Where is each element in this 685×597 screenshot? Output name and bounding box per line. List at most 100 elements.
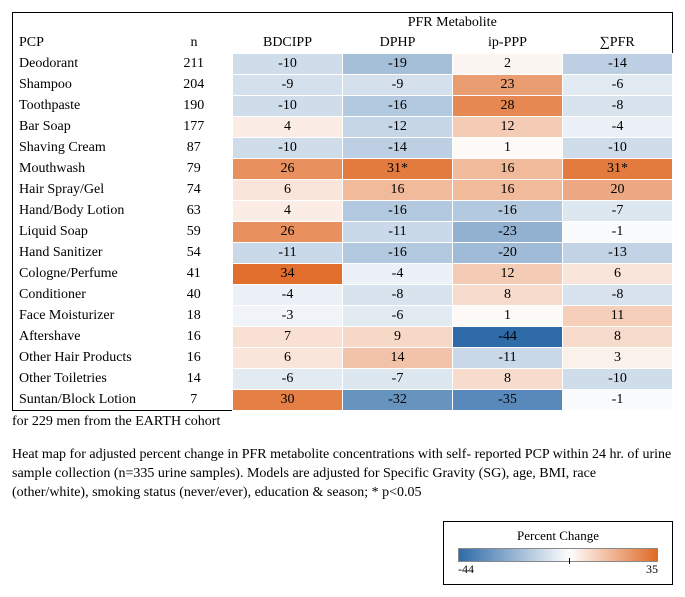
heatmap-cell: 31* xyxy=(563,159,673,180)
heatmap-cell: 8 xyxy=(453,285,563,306)
table-row: Shampoo204-9-923-6 xyxy=(13,75,673,96)
row-label: Other Toiletries xyxy=(13,369,156,390)
heatmap-cell: 26 xyxy=(233,222,343,243)
legend-gradient xyxy=(458,548,658,562)
heatmap-cell: -7 xyxy=(343,369,453,390)
table-row: Toothpaste190-10-1628-8 xyxy=(13,96,673,117)
heatmap-cell: -3 xyxy=(233,306,343,327)
heatmap-cell: 9 xyxy=(343,327,453,348)
heatmap-cell: 28 xyxy=(453,96,563,117)
heatmap-table: PFR Metabolite PCP n BDCIPP DPHP ip-PPP … xyxy=(12,12,673,411)
heatmap-cell: -8 xyxy=(563,285,673,306)
heatmap-cell: -20 xyxy=(453,243,563,264)
row-label: Shaving Cream xyxy=(13,138,156,159)
row-n: 16 xyxy=(156,348,233,369)
legend-title: Percent Change xyxy=(458,528,658,544)
heatmap-cell: -44 xyxy=(453,327,563,348)
heatmap-cell: -16 xyxy=(343,96,453,117)
row-label: Hand Sanitizer xyxy=(13,243,156,264)
row-label: Mouthwash xyxy=(13,159,156,180)
heatmap-cell: -10 xyxy=(563,138,673,159)
heatmap-cell: -9 xyxy=(343,75,453,96)
table-row: Mouthwash792631*1631* xyxy=(13,159,673,180)
heatmap-cell: 31* xyxy=(343,159,453,180)
row-n: 14 xyxy=(156,369,233,390)
row-label: Conditioner xyxy=(13,285,156,306)
table-row: Deodorant211-10-192-14 xyxy=(13,54,673,75)
heatmap-cell: 34 xyxy=(233,264,343,285)
heatmap-cell: -8 xyxy=(563,96,673,117)
heatmap-cell: -14 xyxy=(343,138,453,159)
heatmap-cell: 12 xyxy=(453,264,563,285)
heatmap-cell: -6 xyxy=(233,369,343,390)
heatmap-cell: 30 xyxy=(233,390,343,411)
heatmap-cell: 16 xyxy=(453,180,563,201)
row-n: 211 xyxy=(156,54,233,75)
table-row: Face Moisturizer18-3-6111 xyxy=(13,306,673,327)
heatmap-cell: 16 xyxy=(453,159,563,180)
row-label: Other Hair Products xyxy=(13,348,156,369)
heatmap-cell: -6 xyxy=(343,306,453,327)
row-label: Liquid Soap xyxy=(13,222,156,243)
heatmap-cell: -12 xyxy=(343,117,453,138)
heatmap-cell: -9 xyxy=(233,75,343,96)
row-n: 41 xyxy=(156,264,233,285)
heatmap-cell: -16 xyxy=(343,201,453,222)
heatmap-cell: -11 xyxy=(233,243,343,264)
table-row: Hand Sanitizer54-11-16-20-13 xyxy=(13,243,673,264)
row-label: Aftershave xyxy=(13,327,156,348)
heatmap-cell: 8 xyxy=(453,369,563,390)
heatmap-cell: -10 xyxy=(233,54,343,75)
row-n: 190 xyxy=(156,96,233,117)
heatmap-cell: 6 xyxy=(233,180,343,201)
heatmap-cell: -32 xyxy=(343,390,453,411)
row-n: 40 xyxy=(156,285,233,306)
heatmap-cell: 6 xyxy=(233,348,343,369)
header-met-3: ∑PFR xyxy=(563,33,673,54)
heatmap-cell: -35 xyxy=(453,390,563,411)
heatmap-cell: 8 xyxy=(563,327,673,348)
heatmap-cell: -19 xyxy=(343,54,453,75)
row-label: Suntan/Block Lotion xyxy=(13,390,156,411)
heatmap-cell: -8 xyxy=(343,285,453,306)
color-legend: Percent Change -44 35 xyxy=(443,521,673,585)
heatmap-cell: -16 xyxy=(343,243,453,264)
header-pcp: PCP xyxy=(13,33,156,54)
heatmap-cell: 1 xyxy=(453,306,563,327)
row-n: 18 xyxy=(156,306,233,327)
heatmap-cell: 23 xyxy=(453,75,563,96)
heatmap-cell: -6 xyxy=(563,75,673,96)
heatmap-cell: 16 xyxy=(343,180,453,201)
legend-max: 35 xyxy=(646,562,658,577)
heatmap-cell: 3 xyxy=(563,348,673,369)
table-row: Liquid Soap5926-11-23-1 xyxy=(13,222,673,243)
row-n: 7 xyxy=(156,390,233,411)
heatmap-cell: 14 xyxy=(343,348,453,369)
table-row: Other Toiletries14-6-78-10 xyxy=(13,369,673,390)
legend-min: -44 xyxy=(458,562,474,577)
header-met-1: DPHP xyxy=(343,33,453,54)
table-row: Conditioner40-4-88-8 xyxy=(13,285,673,306)
row-n: 74 xyxy=(156,180,233,201)
figure-caption: Heat map for adjusted percent change in … xyxy=(12,446,673,503)
heatmap-cell: 20 xyxy=(563,180,673,201)
row-n: 204 xyxy=(156,75,233,96)
row-n: 16 xyxy=(156,327,233,348)
heatmap-cell: 26 xyxy=(233,159,343,180)
row-n: 59 xyxy=(156,222,233,243)
table-row: Hand/Body Lotion634-16-16-7 xyxy=(13,201,673,222)
row-label: Hair Spray/Gel xyxy=(13,180,156,201)
heatmap-cell: 6 xyxy=(563,264,673,285)
figure-subcaption: for 229 men from the EARTH cohort xyxy=(12,413,673,432)
heatmap-cell: -4 xyxy=(233,285,343,306)
row-label: Face Moisturizer xyxy=(13,306,156,327)
heatmap-cell: 4 xyxy=(233,201,343,222)
heatmap-cell: 4 xyxy=(233,117,343,138)
row-n: 177 xyxy=(156,117,233,138)
row-n: 87 xyxy=(156,138,233,159)
legend-zero-tick xyxy=(569,558,570,564)
row-n: 63 xyxy=(156,201,233,222)
heatmap-cell: -13 xyxy=(563,243,673,264)
table-row: Suntan/Block Lotion730-32-35-1 xyxy=(13,390,673,411)
heatmap-cell: 2 xyxy=(453,54,563,75)
